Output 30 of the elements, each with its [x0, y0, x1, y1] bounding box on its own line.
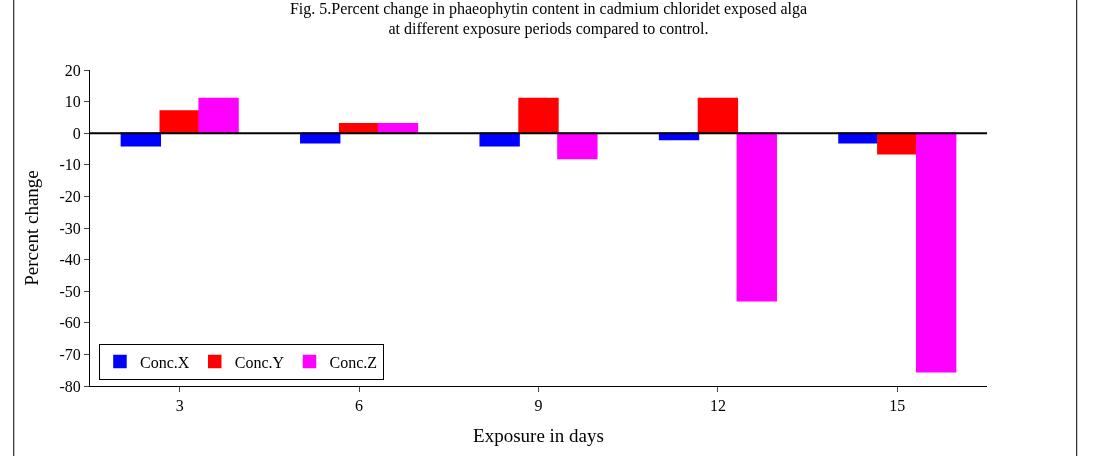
y-tick-label: 0 [72, 124, 81, 142]
legend-label: Conc.Z [329, 353, 378, 371]
x-tick-label: 9 [534, 397, 543, 415]
y-tick-label: -30 [59, 219, 81, 237]
bar [915, 132, 957, 373]
y-tick-label: -20 [59, 188, 81, 205]
x-tick-label: 3 [175, 397, 184, 415]
y-tick-label: -40 [59, 251, 81, 269]
bar [198, 97, 239, 134]
x-tick-label: 15 [889, 397, 906, 415]
bar [120, 132, 162, 147]
bar [697, 97, 739, 134]
bar [479, 132, 520, 147]
y-tick-label: 10 [64, 93, 81, 111]
y-tick-label: -10 [59, 156, 81, 174]
y-axis-title: Percent change [21, 170, 43, 286]
bar [736, 132, 777, 302]
chart-title: Fig. 5.Percent change in phaeophytin content in cadmium chloridet exposed alga at different exposure periods compared to control. [289, 0, 808, 39]
x-tick-label: 6 [355, 397, 364, 415]
bar [518, 97, 559, 134]
y-tick-label: 20 [64, 61, 81, 79]
y-tick-label: -60 [59, 314, 81, 332]
y-tick-label: -70 [59, 346, 81, 363]
x-tick-label: 12 [709, 397, 726, 415]
y-tick-label: -80 [59, 377, 81, 395]
legend-label: Conc.X [139, 353, 190, 371]
y-tick-label: -50 [59, 282, 81, 300]
bar [557, 132, 598, 160]
legend-label: Conc.Y [234, 353, 285, 371]
x-axis-title: Exposure in days [473, 425, 604, 446]
